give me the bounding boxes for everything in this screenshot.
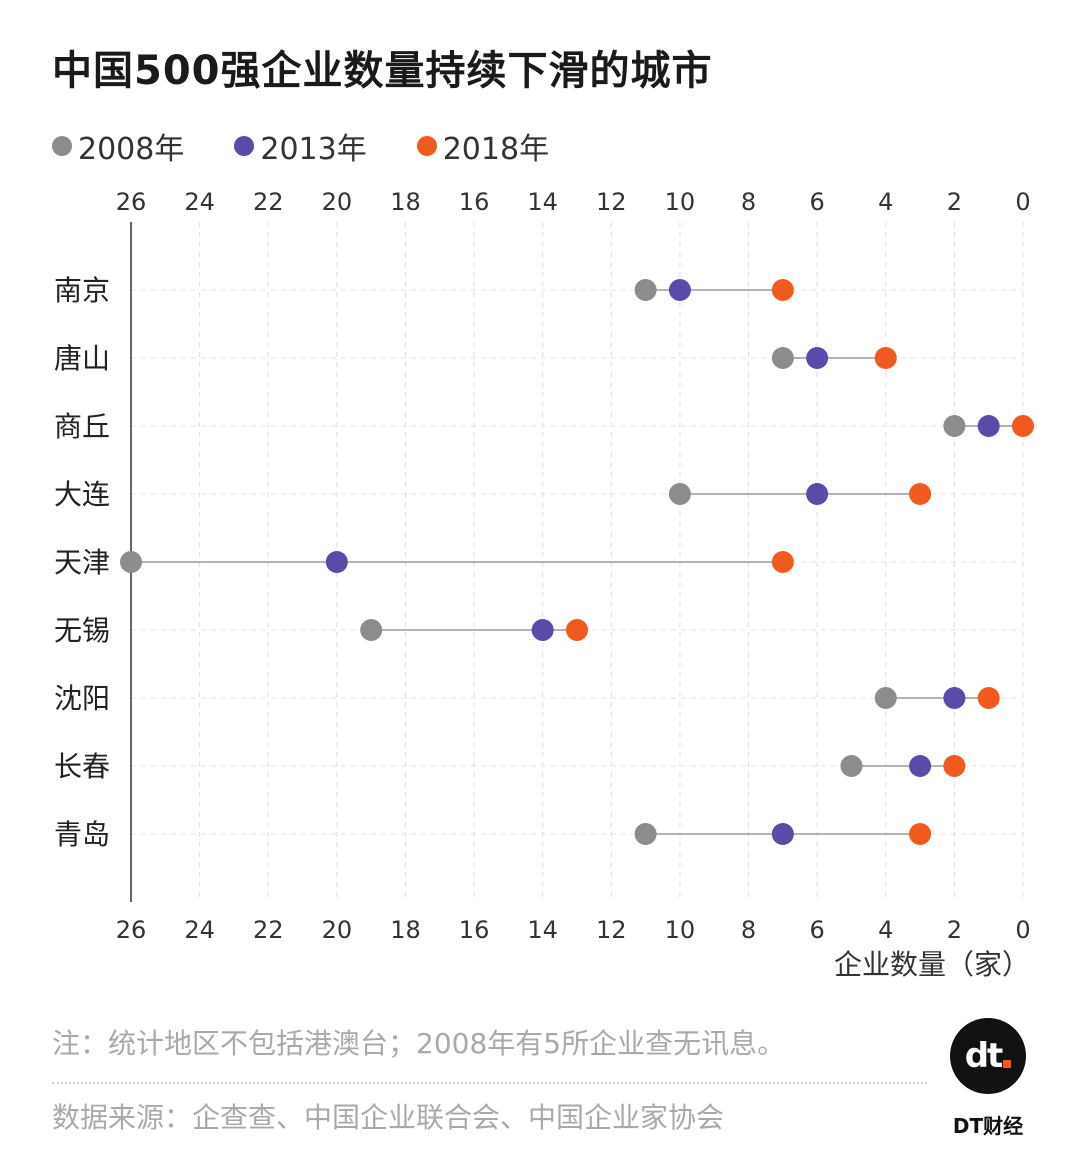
logo-text: dt [964,1036,1004,1076]
category-label-4: 天津 [54,546,110,579]
tick-label-bottom-20: 20 [322,916,353,944]
dot-2013年-大连 [806,483,829,505]
legend-marker-2013 [234,136,255,156]
tick-label-top-10: 10 [665,188,696,216]
tick-label-top-26: 26 [116,188,147,216]
tick-label-bottom-26: 26 [116,916,147,944]
dot-2013年-青岛 [771,823,794,845]
dot-2008年-商丘 [943,415,966,437]
category-label-8: 青岛 [54,818,110,851]
category-label-7: 长春 [54,750,110,783]
dot-2018年-天津 [771,551,794,573]
tick-label-top-20: 20 [322,188,353,216]
dot-2013年-唐山 [806,347,829,369]
tick-label-bottom-16: 16 [459,916,490,944]
dot-2018年-南京 [771,279,794,301]
dot-2008年-青岛 [634,823,657,845]
dot-2018年-无锡 [566,619,588,641]
dot-2018年-青岛 [909,823,932,845]
legend-marker-2008 [52,136,72,156]
tick-label-bottom-0: 0 [1015,916,1030,944]
tick-label-top-4: 4 [878,188,893,216]
tick-label-bottom-24: 24 [184,916,215,944]
legend-item-2013: 2013年 [234,124,367,168]
dot-2013年-商丘 [977,415,1000,437]
dot-2008年-无锡 [360,619,383,641]
dot-2013年-南京 [668,279,691,301]
brand-name: DT财经 [952,1114,1024,1138]
category-label-6: 沈阳 [54,682,110,715]
legend-label-2008: 2008年 [78,132,185,167]
tick-label-bottom-2: 2 [947,916,962,944]
dot-2018年-唐山 [874,347,897,369]
dot-2018年-大连 [909,483,932,505]
legend: 2008年 2013年 2018年 [52,124,599,168]
tick-label-top-8: 8 [741,188,756,216]
logo-accent-square [1003,1060,1012,1068]
legend-item-2008: 2008年 [52,124,184,168]
category-label-3: 大连 [54,478,110,511]
tick-label-top-0: 0 [1015,188,1030,216]
category-label-5: 无锡 [54,614,110,647]
dot-plot-chart: 2626242422222020181816161414121210108866… [54,188,1034,981]
legend-label-2018: 2018年 [442,132,550,167]
dot-2013年-天津 [325,551,348,573]
dot-2018年-商丘 [1012,415,1034,437]
category-label-2: 商丘 [54,410,110,443]
tick-label-bottom-8: 8 [741,916,756,944]
dot-2008年-长春 [840,755,863,777]
legend-label-2013: 2013年 [260,132,367,167]
dot-2008年-大连 [668,483,691,505]
chart-title: 中国500强企业数量持续下滑的城市 [52,48,713,94]
tick-label-top-14: 14 [527,188,558,216]
tick-label-bottom-10: 10 [665,916,696,944]
data-source: 数据来源：企查查、中国企业联合会、中国企业家协会 [52,1101,725,1134]
x-axis-title: 企业数量（家） [834,948,1030,981]
tick-label-top-12: 12 [596,188,627,216]
footnote: 注：统计地区不包括港澳台；2008年有5所企业查无讯息。 [52,1027,786,1060]
dot-2013年-无锡 [531,619,554,641]
tick-label-top-6: 6 [810,188,825,216]
tick-label-bottom-18: 18 [390,916,421,944]
brand-logo: dt [950,1018,1026,1094]
dot-2008年-唐山 [771,347,794,369]
dot-2018年-长春 [943,755,966,777]
tick-label-top-24: 24 [184,188,215,216]
footer-divider [52,1082,927,1084]
tick-label-bottom-6: 6 [810,916,825,944]
tick-label-top-16: 16 [459,188,490,216]
dot-2018年-沈阳 [977,687,1000,709]
dot-2008年-天津 [120,551,142,573]
tick-label-bottom-14: 14 [527,916,558,944]
tick-label-top-22: 22 [253,188,284,216]
dot-2008年-沈阳 [874,687,897,709]
tick-label-bottom-12: 12 [596,916,627,944]
dot-2013年-长春 [909,755,932,777]
tick-label-bottom-4: 4 [878,916,893,944]
tick-label-top-2: 2 [947,188,962,216]
dot-2013年-沈阳 [943,687,966,709]
legend-item-2018: 2018年 [416,124,550,168]
legend-marker-2018 [416,136,437,156]
category-label-0: 南京 [54,274,110,307]
category-label-1: 唐山 [54,342,110,375]
tick-label-top-18: 18 [390,188,421,216]
tick-label-bottom-22: 22 [253,916,284,944]
dot-2008年-南京 [634,279,657,301]
